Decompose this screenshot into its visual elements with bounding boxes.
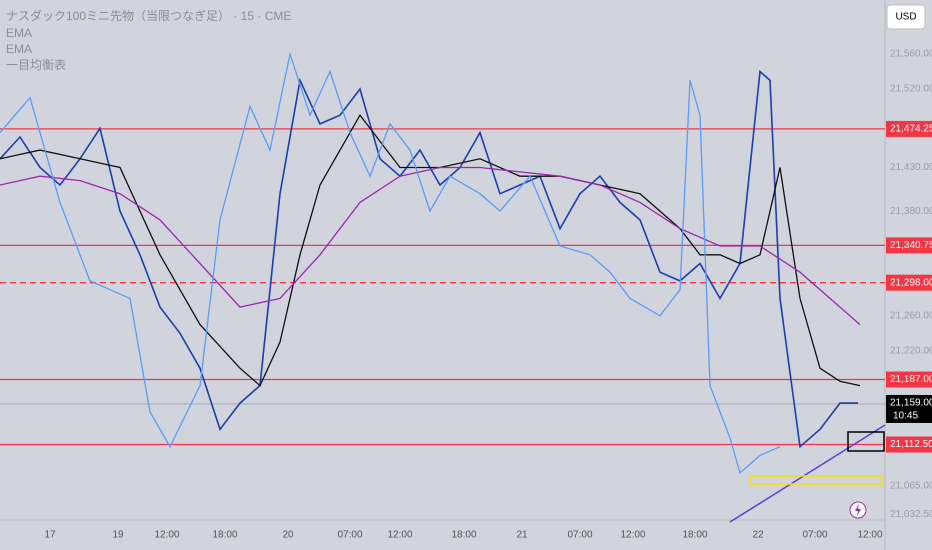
- zone-box: [749, 475, 884, 485]
- x-tick-label: 12:00: [620, 530, 645, 541]
- currency-button[interactable]: [886, 4, 926, 30]
- level-label-box: [886, 371, 932, 388]
- y-tick-label: 21,032.50: [890, 509, 932, 520]
- level-label-box: [886, 120, 932, 137]
- y-tick-label: 21,520.00: [890, 84, 932, 95]
- indicator-label: EMA: [6, 26, 32, 40]
- level-label-box: [886, 436, 932, 453]
- series-line: [0, 51, 781, 475]
- x-tick-label: 21: [516, 530, 528, 541]
- level-label: 21,474.25: [890, 124, 932, 135]
- series-line: [0, 114, 861, 387]
- series-line: [0, 166, 861, 326]
- event-icon-glyph: [855, 504, 861, 516]
- level-label: 21,187.00: [890, 374, 932, 385]
- currency-label[interactable]: USD: [895, 12, 916, 23]
- last-price-box: [886, 394, 932, 423]
- last-price-time: 10:45: [893, 411, 918, 422]
- level-label-box: [886, 274, 932, 291]
- last-price-label: 21,159.00: [890, 398, 932, 409]
- y-tick-label: 21,380.00: [890, 206, 932, 217]
- y-tick-label: 21,065.00: [890, 481, 932, 492]
- x-tick-label: 20: [282, 530, 294, 541]
- level-label: 21,298.00: [890, 277, 932, 288]
- y-tick-label: 21,430.00: [890, 162, 932, 173]
- x-tick-label: 07:00: [567, 530, 592, 541]
- x-tick-label: 12:00: [857, 530, 882, 541]
- x-tick-label: 12:00: [154, 530, 179, 541]
- x-tick-label: 07:00: [802, 530, 827, 541]
- trend-line: [729, 424, 886, 523]
- series-line: [0, 69, 858, 449]
- x-tick-label: 12:00: [387, 530, 412, 541]
- y-tick-label: 21,560.00: [890, 49, 932, 60]
- marker-box: [847, 431, 885, 452]
- x-tick-label: 07:00: [337, 530, 362, 541]
- chart-title: ナスダック100ミニ先物（当限つなぎ足） · 15 · CME: [6, 8, 291, 23]
- x-tick-label: 18:00: [682, 530, 707, 541]
- y-tick-label: 21,260.00: [890, 310, 932, 321]
- y-tick-label: 21,220.00: [890, 345, 932, 356]
- price-labels: 21,474.25 21,340.75 21,298.00 21,187.00 21,1…: [886, 120, 932, 453]
- x-tick-label: 22: [752, 530, 764, 541]
- level-label: 21,340.75: [890, 240, 932, 251]
- x-tick-label: 18:00: [212, 530, 237, 541]
- x-tick-label: 17: [44, 530, 56, 541]
- indicator-label: 一目均衡表: [6, 58, 66, 72]
- indicator-label: EMA: [6, 42, 32, 56]
- level-label-box: [886, 237, 932, 254]
- x-tick-label: 19: [112, 530, 124, 541]
- x-tick-label: 18:00: [451, 530, 476, 541]
- level-label: 21,112.50: [890, 439, 932, 450]
